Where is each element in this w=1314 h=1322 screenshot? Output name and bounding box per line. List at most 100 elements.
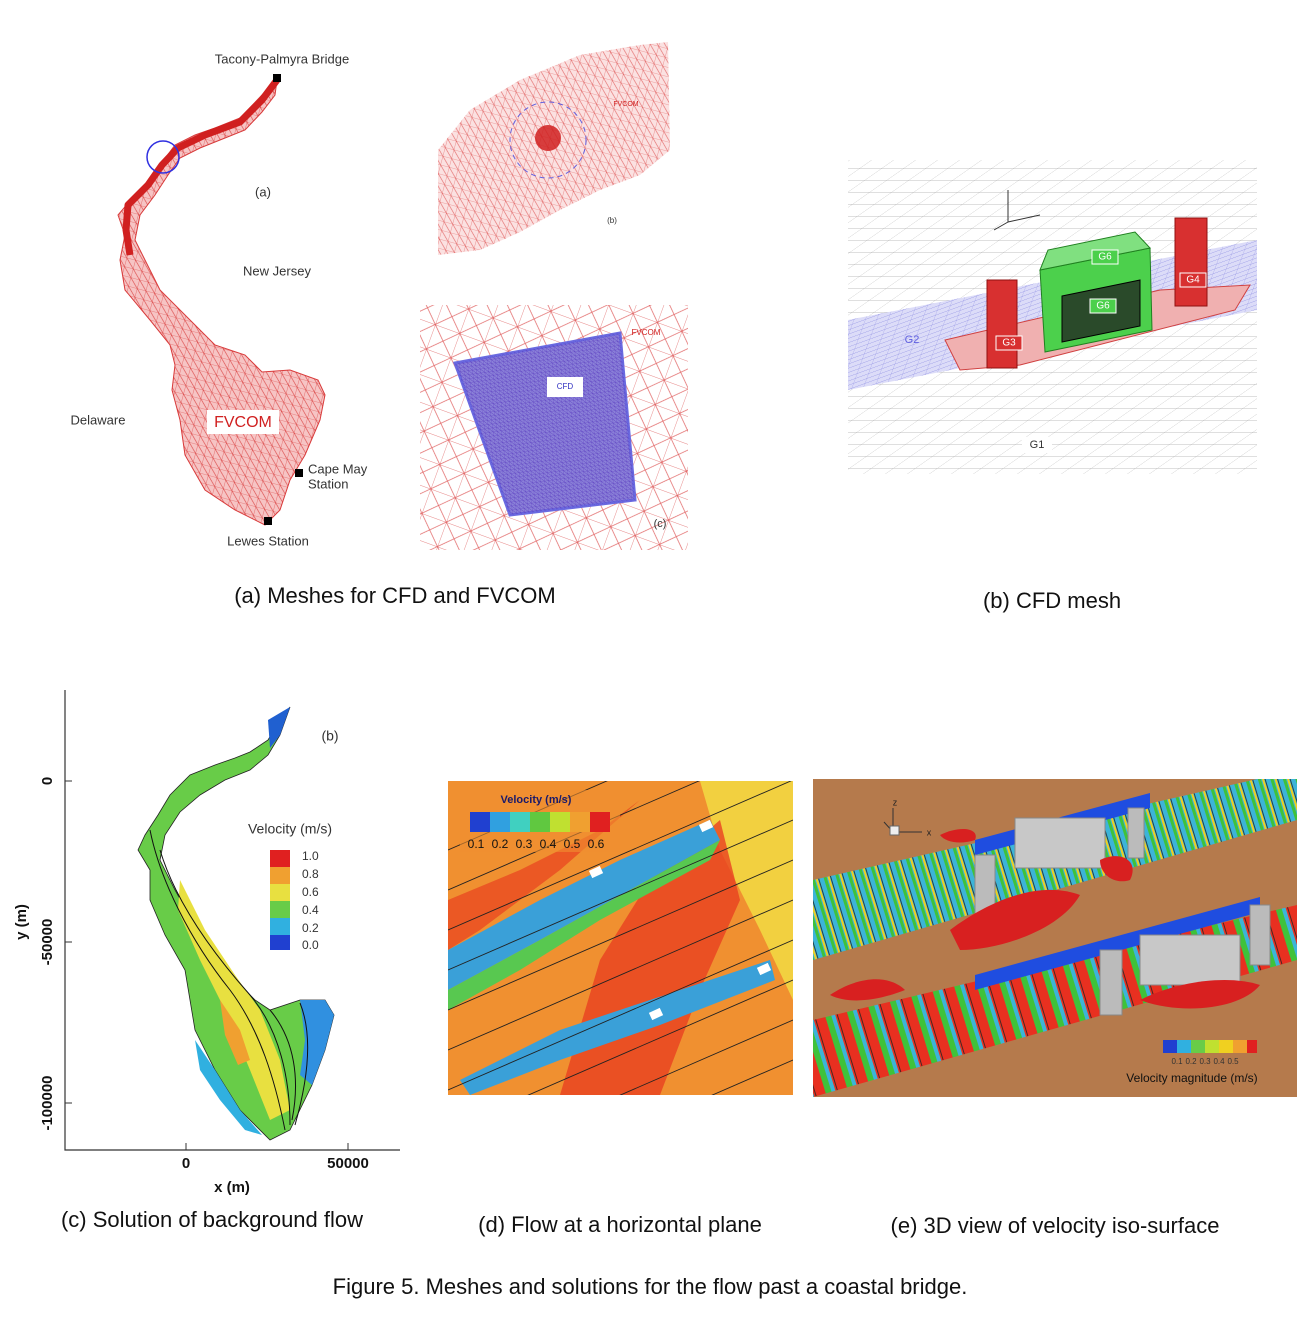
label-box [1091, 249, 1119, 265]
colorbar-swatch [270, 884, 290, 901]
map-label: Lewes Station [227, 533, 309, 548]
inset-c: CFD FVCOM (c) [420, 305, 688, 550]
model-label: FVCOM [214, 414, 272, 431]
pier-section [648, 1007, 664, 1021]
pier [1174, 217, 1208, 307]
map-label: Station [308, 476, 348, 491]
panel-c: 0 -50000 -100000 0 50000 y (m) x (m) (b)… [13, 690, 400, 1196]
y-axis-label: y (m) [13, 904, 30, 940]
colorbar-swatch [1177, 1040, 1191, 1053]
map-label: (a) [255, 184, 271, 199]
colorbar-swatch [510, 812, 530, 832]
streamline [269, 1009, 297, 1121]
pier [1099, 949, 1123, 1016]
colorbar-swatch [1219, 1040, 1233, 1053]
iso-surface [950, 889, 1080, 950]
iso-surface [1100, 856, 1133, 882]
bridge-block [1139, 934, 1241, 986]
flow-orange [220, 1000, 250, 1065]
station-marker [295, 469, 303, 477]
figure-caption: Figure 5. Meshes and solutions for the f… [333, 1274, 968, 1299]
model-label: FVCOM [613, 101, 638, 108]
streamlines [448, 781, 792, 931]
inset-tag: (b) [607, 216, 617, 225]
legend-level: 1.0 [302, 849, 319, 863]
grid-label: G1 [1030, 439, 1045, 451]
streamline [149, 829, 286, 1131]
legend-level: 0.5 [564, 837, 581, 851]
caption: (a) Meshes for CFD and FVCOM [234, 583, 556, 608]
x-tick-label: 0 [182, 1155, 190, 1172]
bridge-block [1014, 817, 1106, 869]
caption: (e) 3D view of velocity iso-surface [891, 1213, 1220, 1238]
label-box [995, 335, 1023, 351]
map-label: Cape May [308, 461, 368, 476]
x-axis-label: x (m) [214, 1179, 250, 1196]
colorbar-swatch [270, 901, 290, 918]
river-mesh-lines [117, 78, 326, 526]
legend-level: 0.4 [1213, 1057, 1225, 1066]
caption: (d) Flow at a horizontal plane [478, 1212, 762, 1237]
legend-level: 0.1 [468, 837, 485, 851]
panel-d: Velocity (m/s) 0.1 0.2 0.3 0.4 0.5 0.6 [448, 781, 793, 1095]
y-tick-label: -100000 [39, 1075, 56, 1130]
map-label: Delaware [71, 412, 126, 427]
model-label: FVCOM [632, 328, 661, 337]
streamlines [448, 859, 793, 1011]
legend-level: 0.2 [492, 837, 509, 851]
caption: (c) Solution of background flow [61, 1207, 363, 1232]
colorbar-swatch [1233, 1040, 1247, 1053]
streamline [294, 1002, 309, 1126]
river-upper [122, 77, 280, 256]
cfd-mesh [455, 333, 635, 515]
streamlines [527, 979, 793, 1095]
streamlines [448, 819, 793, 971]
colorbar-swatch [470, 812, 490, 832]
pier [986, 279, 1018, 369]
colorbar-swatch [270, 918, 290, 935]
axis-triad [993, 190, 1041, 231]
colorbar-swatch [270, 850, 290, 867]
streamlines [619, 1019, 793, 1095]
legend-level: 0.0 [302, 938, 319, 952]
refined-zone [535, 125, 561, 151]
iso-surface [830, 979, 905, 1001]
streamlines [448, 781, 700, 891]
iso-surface [1140, 980, 1260, 1009]
legend-level: 0.6 [588, 837, 605, 851]
colorbar-swatch [1247, 1040, 1257, 1053]
panel-e: z x 0.1 0.2 0.3 0.4 0.5 Velocity magnitu… [813, 779, 1297, 1097]
streamlines [711, 1059, 793, 1095]
y-tick-label: 0 [39, 777, 56, 785]
legend-level: 0.8 [302, 867, 319, 881]
label-box [1089, 298, 1117, 314]
pier [1249, 904, 1271, 966]
colorbar-swatch [550, 812, 570, 832]
grid-label: G3 [1002, 338, 1016, 349]
inset-tag: (c) [654, 518, 667, 530]
legend-level: 0.3 [516, 837, 533, 851]
legend-level: 0.1 [1171, 1057, 1183, 1066]
cfd-label: CFD [557, 382, 574, 391]
colorbar-swatch [1191, 1040, 1205, 1053]
streamline [159, 849, 291, 1126]
axis-label: x [927, 827, 932, 837]
inset-b: FVCOM (b) [438, 42, 670, 255]
y-tick-label: -50000 [39, 919, 56, 966]
streamlines [448, 939, 793, 1091]
label-box [547, 377, 583, 397]
flow-blue [300, 1000, 334, 1085]
zoom-circle [146, 140, 180, 174]
deck [975, 897, 1260, 990]
map-label: New Jersey [243, 263, 311, 278]
flow-blue [268, 707, 290, 748]
label-box [1179, 272, 1207, 288]
legend-title: Velocity magnitude (m/s) [1126, 1071, 1257, 1085]
legend-level: 0.2 [302, 921, 319, 935]
colorbar-swatch [590, 812, 610, 832]
legend-level: 0.6 [302, 885, 319, 899]
legend-level: 0.3 [1199, 1057, 1211, 1066]
pier [1127, 807, 1145, 859]
